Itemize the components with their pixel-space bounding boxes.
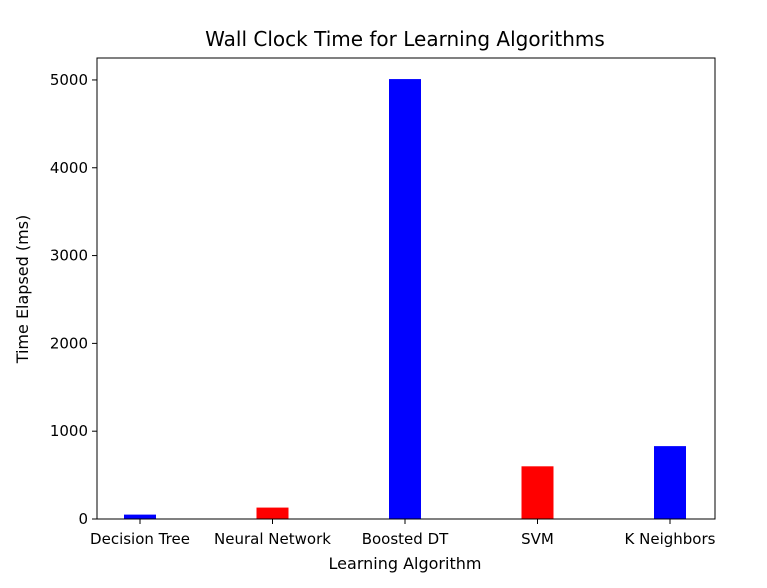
bar-decision-tree xyxy=(124,514,156,519)
bar-k-neighbors xyxy=(654,446,686,519)
bar-boosted-dt xyxy=(389,79,421,520)
y-tick-label: 0 xyxy=(78,510,88,528)
y-tick-label: 5000 xyxy=(50,71,88,89)
y-axis-label: Time Elapsed (ms) xyxy=(13,215,32,365)
bars-group xyxy=(124,79,686,520)
chart-title: Wall Clock Time for Learning Algorithms xyxy=(205,27,605,51)
bar-neural-network xyxy=(256,507,289,519)
bar-svm xyxy=(521,466,554,519)
x-tick-label: Neural Network xyxy=(214,530,331,548)
x-tick-label: Decision Tree xyxy=(90,530,190,548)
x-tick-label: Boosted DT xyxy=(362,530,449,548)
x-tick-label: K Neighbors xyxy=(625,530,716,548)
plot-frame xyxy=(96,57,716,520)
y-tick-label: 3000 xyxy=(50,247,88,265)
y-tick-label: 1000 xyxy=(50,422,88,440)
y-axis-ticks: 0 1000 2000 3000 4000 5000 xyxy=(50,71,97,528)
y-tick-label: 4000 xyxy=(50,159,88,177)
y-tick-label: 2000 xyxy=(50,334,88,352)
x-axis-label: Learning Algorithm xyxy=(329,554,482,573)
x-axis-ticks: Decision Tree Neural Network Boosted DT SVM… xyxy=(90,519,716,548)
x-tick-label: SVM xyxy=(521,530,554,548)
